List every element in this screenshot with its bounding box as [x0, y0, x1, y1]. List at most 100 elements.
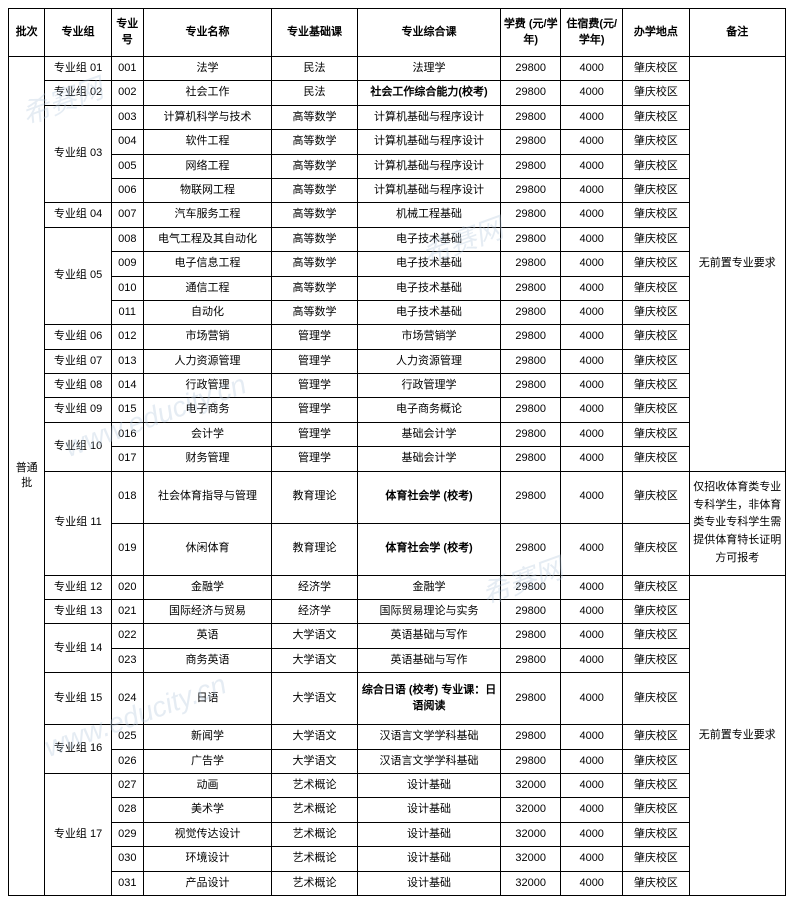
- dorm-cell: 4000: [561, 349, 623, 373]
- tuition-cell: 32000: [501, 871, 561, 895]
- basic-cell: 大学语文: [272, 725, 358, 749]
- tuition-cell: 32000: [501, 798, 561, 822]
- basic-cell: 艺术概论: [272, 847, 358, 871]
- comp-cell: 电子技术基础: [357, 227, 500, 251]
- name-cell: 法学: [143, 57, 271, 81]
- comp-cell: 计算机基础与程序设计: [357, 178, 500, 202]
- num-cell: 027: [111, 773, 143, 797]
- dorm-cell: 4000: [561, 276, 623, 300]
- loc-cell: 肇庆校区: [623, 227, 689, 251]
- group-cell: 专业组 04: [45, 203, 111, 227]
- basic-cell: 教育理论: [272, 523, 358, 575]
- dorm-cell: 4000: [561, 130, 623, 154]
- dorm-cell: 4000: [561, 398, 623, 422]
- table-row: 专业组 07013人力资源管理管理学人力资源管理298004000肇庆校区: [9, 349, 786, 373]
- loc-cell: 肇庆校区: [623, 648, 689, 672]
- tuition-cell: 29800: [501, 203, 561, 227]
- loc-cell: 肇庆校区: [623, 773, 689, 797]
- table-row: 026广告学大学语文汉语言文学学科基础298004000肇庆校区: [9, 749, 786, 773]
- tuition-cell: 29800: [501, 325, 561, 349]
- comp-cell: 设计基础: [357, 798, 500, 822]
- num-cell: 015: [111, 398, 143, 422]
- comp-cell: 电子商务概论: [357, 398, 500, 422]
- group-cell: 专业组 05: [45, 227, 111, 325]
- basic-cell: 教育理论: [272, 471, 358, 523]
- loc-cell: 肇庆校区: [623, 447, 689, 471]
- loc-cell: 肇庆校区: [623, 822, 689, 846]
- basic-cell: 管理学: [272, 447, 358, 471]
- loc-cell: 肇庆校区: [623, 276, 689, 300]
- basic-cell: 艺术概论: [272, 773, 358, 797]
- group-cell: 专业组 10: [45, 422, 111, 471]
- tuition-cell: 29800: [501, 523, 561, 575]
- comp-cell: 国际贸易理论与实务: [357, 600, 500, 624]
- name-cell: 物联网工程: [143, 178, 271, 202]
- basic-cell: 高等数学: [272, 203, 358, 227]
- num-cell: 024: [111, 673, 143, 725]
- dorm-cell: 4000: [561, 252, 623, 276]
- name-cell: 网络工程: [143, 154, 271, 178]
- basic-cell: 高等数学: [272, 227, 358, 251]
- num-cell: 007: [111, 203, 143, 227]
- dorm-cell: 4000: [561, 847, 623, 871]
- comp-cell: 金融学: [357, 575, 500, 599]
- name-cell: 汽车服务工程: [143, 203, 271, 227]
- name-cell: 人力资源管理: [143, 349, 271, 373]
- num-cell: 006: [111, 178, 143, 202]
- loc-cell: 肇庆校区: [623, 178, 689, 202]
- table-row: 专业组 11018社会体育指导与管理教育理论体育社会学 (校考)29800400…: [9, 471, 786, 523]
- group-cell: 专业组 01: [45, 57, 111, 81]
- table-row: 031产品设计艺术概论设计基础320004000肇庆校区: [9, 871, 786, 895]
- group-cell: 专业组 14: [45, 624, 111, 673]
- dorm-cell: 4000: [561, 624, 623, 648]
- comp-cell: 计算机基础与程序设计: [357, 130, 500, 154]
- num-cell: 021: [111, 600, 143, 624]
- dorm-cell: 4000: [561, 798, 623, 822]
- tuition-cell: 29800: [501, 154, 561, 178]
- name-cell: 市场营销: [143, 325, 271, 349]
- dorm-cell: 4000: [561, 178, 623, 202]
- header-comp: 专业综合课: [357, 9, 500, 57]
- name-cell: 自动化: [143, 300, 271, 324]
- num-cell: 020: [111, 575, 143, 599]
- loc-cell: 肇庆校区: [623, 798, 689, 822]
- table-row: 专业组 08014行政管理管理学行政管理学298004000肇庆校区: [9, 374, 786, 398]
- loc-cell: 肇庆校区: [623, 203, 689, 227]
- num-cell: 009: [111, 252, 143, 276]
- table-body: 普通批专业组 01001法学民法法理学298004000肇庆校区无前置专业要求专…: [9, 57, 786, 896]
- group-cell: 专业组 11: [45, 471, 111, 575]
- comp-cell: 体育社会学 (校考): [357, 471, 500, 523]
- table-row: 005网络工程高等数学计算机基础与程序设计298004000肇庆校区: [9, 154, 786, 178]
- num-cell: 016: [111, 422, 143, 446]
- num-cell: 013: [111, 349, 143, 373]
- tuition-cell: 29800: [501, 447, 561, 471]
- table-row: 专业组 02002社会工作民法社会工作综合能力(校考)298004000肇庆校区: [9, 81, 786, 105]
- header-group: 专业组: [45, 9, 111, 57]
- comp-cell: 综合日语 (校考) 专业课：日语阅读: [357, 673, 500, 725]
- comp-cell: 汉语言文学学科基础: [357, 749, 500, 773]
- loc-cell: 肇庆校区: [623, 471, 689, 523]
- num-cell: 004: [111, 130, 143, 154]
- num-cell: 014: [111, 374, 143, 398]
- num-cell: 012: [111, 325, 143, 349]
- table-row: 006物联网工程高等数学计算机基础与程序设计298004000肇庆校区: [9, 178, 786, 202]
- tuition-cell: 29800: [501, 673, 561, 725]
- name-cell: 电气工程及其自动化: [143, 227, 271, 251]
- table-row: 029视觉传达设计艺术概论设计基础320004000肇庆校区: [9, 822, 786, 846]
- dorm-cell: 4000: [561, 447, 623, 471]
- comp-cell: 市场营销学: [357, 325, 500, 349]
- loc-cell: 肇庆校区: [623, 154, 689, 178]
- comp-cell: 英语基础与写作: [357, 648, 500, 672]
- num-cell: 018: [111, 471, 143, 523]
- comp-cell: 设计基础: [357, 847, 500, 871]
- dorm-cell: 4000: [561, 648, 623, 672]
- basic-cell: 民法: [272, 81, 358, 105]
- name-cell: 英语: [143, 624, 271, 648]
- num-cell: 025: [111, 725, 143, 749]
- name-cell: 电子商务: [143, 398, 271, 422]
- num-cell: 031: [111, 871, 143, 895]
- dorm-cell: 4000: [561, 81, 623, 105]
- header-loc: 办学地点: [623, 9, 689, 57]
- name-cell: 新闻学: [143, 725, 271, 749]
- loc-cell: 肇庆校区: [623, 871, 689, 895]
